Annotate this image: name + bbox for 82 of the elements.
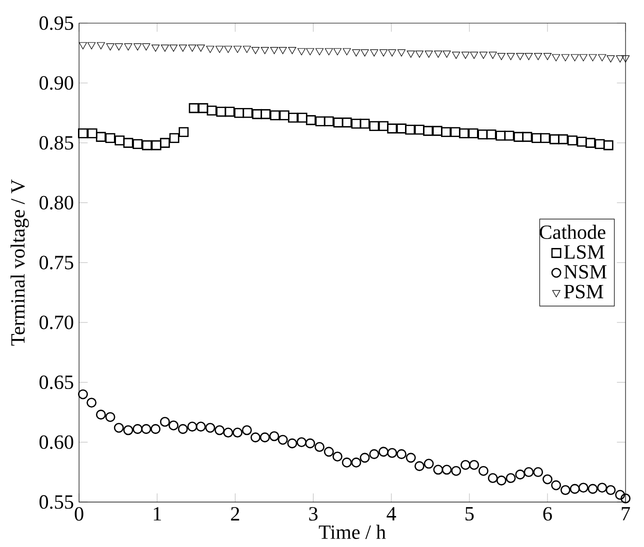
point: [387, 124, 398, 134]
point: [522, 132, 532, 142]
y-tick-label: 0.60: [40, 435, 74, 450]
point: [123, 138, 134, 148]
point: [532, 133, 542, 144]
point: [486, 130, 496, 140]
point: [169, 133, 180, 144]
point: [96, 132, 106, 142]
x-tick-label: 6: [543, 507, 552, 521]
point: [496, 130, 506, 141]
y-tick-label: 0.75: [40, 256, 74, 270]
point: [288, 112, 298, 123]
point: [378, 121, 388, 132]
point: [260, 109, 271, 120]
point: [297, 112, 308, 123]
x-tick-label: 4: [386, 507, 396, 521]
point: [432, 126, 442, 136]
y-tick-label: 0.80: [40, 196, 74, 210]
point: [142, 140, 152, 150]
point: [324, 116, 334, 126]
point: [504, 130, 514, 141]
point: [603, 140, 614, 150]
point: [441, 127, 451, 138]
point: [242, 108, 253, 118]
y-tick-label: 0.85: [40, 136, 74, 150]
legend-label: PSM: [564, 285, 604, 299]
point: [342, 118, 352, 128]
point: [270, 110, 280, 120]
legend-title: Cathode: [540, 224, 606, 240]
point: [78, 128, 88, 138]
point: [468, 128, 478, 138]
point: [206, 106, 217, 116]
point: [224, 106, 235, 117]
point: [178, 127, 189, 138]
point: [405, 124, 416, 135]
y-tick-label: 0.90: [40, 76, 74, 90]
point: [279, 110, 290, 120]
legend-label: LSM: [564, 245, 604, 259]
y-tick-label: 0.70: [40, 316, 74, 330]
point: [478, 130, 488, 140]
legend-label: NSM: [564, 265, 607, 279]
point: [540, 133, 550, 144]
point: [333, 118, 344, 128]
y-tick-label: 0.95: [40, 16, 74, 30]
y-tick-label: 0.65: [40, 376, 74, 390]
point: [198, 103, 208, 114]
point: [458, 128, 469, 138]
y-tick-label: 0.55: [40, 495, 74, 510]
point: [414, 124, 424, 135]
point: [114, 136, 125, 146]
point: [216, 106, 226, 117]
point: [514, 132, 524, 142]
point: [87, 128, 98, 138]
point: [234, 108, 244, 118]
point: [423, 126, 433, 136]
point: [306, 115, 316, 126]
point: [151, 140, 162, 150]
point: [585, 138, 596, 148]
x-tick-label: 3: [309, 507, 318, 521]
point: [188, 103, 199, 114]
point: [351, 118, 362, 129]
point: [360, 118, 370, 129]
point: [576, 136, 587, 147]
point: [132, 139, 143, 150]
x-tick-label: 2: [231, 507, 240, 521]
point: [105, 133, 116, 144]
point: [252, 109, 262, 120]
x-axis-title: Time / h: [318, 524, 386, 540]
point: [450, 127, 460, 138]
point: [315, 116, 326, 126]
point: [396, 124, 406, 134]
y-axis-title: Terminal voltage / V: [10, 179, 29, 346]
point: [594, 139, 605, 150]
x-tick-label: 7: [622, 507, 630, 520]
point: [160, 138, 170, 148]
point: [558, 134, 568, 144]
point: [550, 134, 560, 144]
point: [369, 121, 380, 132]
x-tick-label: 0: [74, 507, 84, 521]
x-tick-label: 5: [466, 507, 474, 521]
x-tick-label: 1: [154, 507, 161, 521]
point: [567, 136, 578, 146]
